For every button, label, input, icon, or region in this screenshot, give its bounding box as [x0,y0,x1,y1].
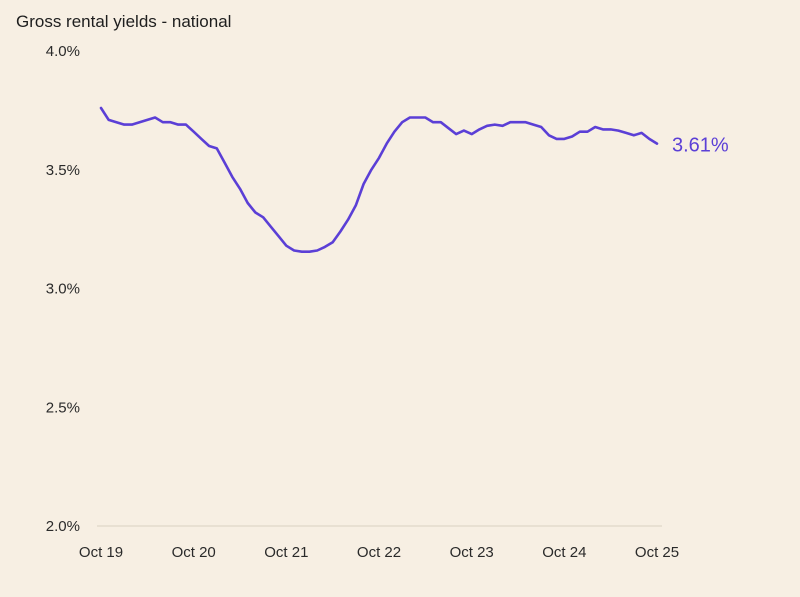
y-tick-label: 2.5% [46,399,80,416]
x-tick-label: Oct 20 [172,544,216,561]
x-tick-label: Oct 24 [542,544,586,561]
y-tick-label: 4.0% [46,43,80,60]
x-tick-label: Oct 19 [79,544,123,561]
x-tick-label: Oct 21 [264,544,308,561]
y-tick-label: 3.0% [46,281,80,298]
end-value-label: 3.61% [672,135,729,157]
chart-title: Gross rental yields - national [16,12,232,31]
y-tick-label: 3.5% [46,162,80,179]
y-tick-label: 2.0% [46,518,80,535]
x-tick-label: Oct 23 [450,544,494,561]
series-line [99,106,659,253]
x-tick-label: Oct 22 [357,544,401,561]
x-tick-label: Oct 25 [635,544,679,561]
